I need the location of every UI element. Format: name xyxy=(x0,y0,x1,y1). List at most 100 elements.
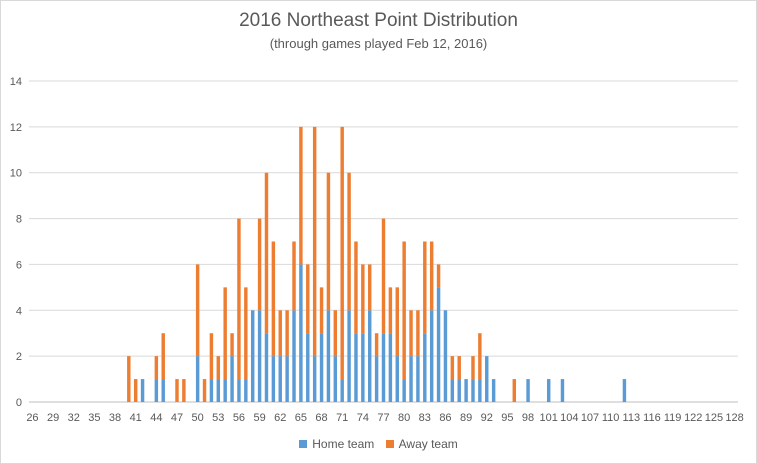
bar-home-team xyxy=(140,379,145,402)
bar-home-team xyxy=(333,356,338,402)
x-tick-label: 83 xyxy=(419,412,431,424)
bar-home-team xyxy=(429,310,434,402)
bar-home-team xyxy=(546,379,551,402)
bar-home-team xyxy=(347,310,351,402)
bar-away-team xyxy=(333,310,338,357)
bar-away-team xyxy=(202,379,207,402)
legend-label-away: Away team xyxy=(398,437,458,451)
y-tick-label: 2 xyxy=(16,351,22,363)
y-tick-label: 14 xyxy=(10,76,22,88)
bar-home-team xyxy=(381,333,386,402)
x-tick-label: 56 xyxy=(233,412,245,424)
chart-legend: Home team Away team xyxy=(0,437,757,451)
bar-home-team xyxy=(402,379,406,402)
bar-home-team xyxy=(436,287,441,402)
bar-home-team xyxy=(416,356,420,402)
bar-away-team xyxy=(161,333,165,380)
chart-title: 2016 Northeast Point Distribution xyxy=(239,10,518,31)
bar-home-team xyxy=(368,310,372,402)
x-tick-label: 77 xyxy=(377,412,389,424)
x-tick-label: 92 xyxy=(481,412,493,424)
bar-away-team xyxy=(368,264,372,311)
bar-home-team xyxy=(464,379,468,402)
bar-away-team xyxy=(354,241,358,334)
bar-away-team xyxy=(374,333,379,357)
bar-away-team xyxy=(512,379,517,402)
x-tick-label: 113 xyxy=(623,412,641,424)
x-tick-label: 80 xyxy=(398,412,410,424)
bar-away-team xyxy=(216,356,221,380)
x-tick-label: 89 xyxy=(460,412,472,424)
bar-away-team xyxy=(429,241,434,311)
bar-home-team xyxy=(443,310,448,402)
bar-home-team xyxy=(471,379,475,402)
bar-away-team xyxy=(175,379,179,402)
bar-home-team xyxy=(154,379,159,402)
bar-home-team xyxy=(250,310,255,402)
bar-home-team xyxy=(478,379,482,402)
bar-home-team xyxy=(409,356,413,402)
x-tick-label: 35 xyxy=(88,412,100,424)
bar-away-team xyxy=(182,379,186,402)
legend-label-home: Home team xyxy=(312,437,375,451)
bar-away-team xyxy=(299,126,303,265)
bar-home-team xyxy=(271,356,276,402)
x-tick-label: 110 xyxy=(602,412,620,424)
x-tick-label: 47 xyxy=(171,412,183,424)
x-tick-label: 74 xyxy=(357,412,369,424)
bar-home-team xyxy=(285,356,289,402)
x-tick-label: 68 xyxy=(315,412,327,424)
legend-item-away: Away team xyxy=(385,437,458,451)
x-tick-label: 125 xyxy=(705,412,723,424)
bar-away-team xyxy=(209,333,214,380)
bar-home-team xyxy=(560,379,565,402)
x-tick-label: 86 xyxy=(439,412,451,424)
legend-item-home: Home team xyxy=(299,437,374,451)
y-tick-label: 4 xyxy=(16,305,22,317)
bar-home-team xyxy=(374,356,379,402)
bar-home-team xyxy=(491,379,496,402)
x-tick-label: 53 xyxy=(212,412,224,424)
bar-away-team xyxy=(264,172,269,334)
bar-away-team xyxy=(436,264,441,288)
bar-home-team xyxy=(354,333,358,402)
bar-home-team xyxy=(257,310,262,402)
y-tick-label: 6 xyxy=(16,259,22,271)
x-tick-label: 122 xyxy=(684,412,702,424)
bar-home-team xyxy=(622,379,627,402)
bar-away-team xyxy=(423,241,427,334)
bar-home-team xyxy=(244,379,248,402)
bar-home-team xyxy=(388,333,393,402)
bar-away-team xyxy=(278,310,282,357)
x-tick-label: 65 xyxy=(295,412,307,424)
bar-home-team xyxy=(264,333,269,402)
bar-away-team xyxy=(450,356,455,380)
x-tick-label: 119 xyxy=(664,412,682,424)
x-tick-label: 95 xyxy=(501,412,513,424)
bar-home-team xyxy=(423,333,427,402)
y-tick-label: 12 xyxy=(10,122,22,134)
bar-home-team xyxy=(312,356,317,402)
bar-home-team xyxy=(319,333,324,402)
bar-away-team xyxy=(478,333,482,380)
bar-home-team xyxy=(299,264,303,402)
bar-away-team xyxy=(312,126,317,357)
x-tick-label: 71 xyxy=(336,412,348,424)
y-tick-label: 10 xyxy=(10,168,22,180)
bar-home-team xyxy=(485,356,489,402)
bar-home-team xyxy=(216,379,221,402)
x-tick-label: 101 xyxy=(540,412,558,424)
bar-home-team xyxy=(340,379,344,402)
bar-away-team xyxy=(127,356,131,402)
bar-home-team xyxy=(209,379,214,402)
x-tick-label: 116 xyxy=(643,412,661,424)
x-tick-label: 41 xyxy=(130,412,142,424)
bar-home-team xyxy=(361,333,365,402)
bar-away-team xyxy=(271,241,276,357)
bar-away-team xyxy=(154,356,159,380)
bar-away-team xyxy=(326,172,331,311)
bar-home-team xyxy=(450,379,455,402)
y-tick-label: 8 xyxy=(16,214,22,226)
bar-away-team xyxy=(347,172,351,311)
bar-home-team xyxy=(526,379,530,402)
